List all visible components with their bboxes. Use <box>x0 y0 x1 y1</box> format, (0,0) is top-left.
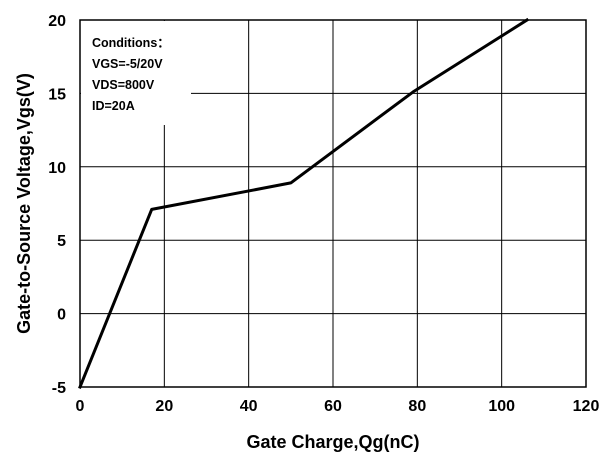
x-tick-label: 60 <box>324 398 342 415</box>
x-tick-label: 20 <box>155 398 173 415</box>
x-tick-label: 100 <box>488 398 515 415</box>
plot-border <box>79 19 587 388</box>
annotation-background <box>81 21 191 125</box>
y-axis-title: Gate-to-Source Voltage,Vgs(V) <box>14 73 34 334</box>
y-tick-label: -5 <box>52 380 66 397</box>
y-tick-label: 5 <box>57 233 66 250</box>
vgs-qg-curve <box>78 17 530 389</box>
series <box>78 17 530 389</box>
x-tick-labels: 0 20 40 60 80 100 120 <box>76 398 600 415</box>
conditions-annotation: Conditions： VGS=-5/20V VDS=800V ID=20A <box>81 21 191 125</box>
y-tick-label: 20 <box>48 13 66 30</box>
x-tick-label: 0 <box>76 398 85 415</box>
x-tick-label: 120 <box>573 398 600 415</box>
plot-frame <box>79 19 587 388</box>
y-tick-label: 15 <box>48 86 66 103</box>
x-tick-label: 80 <box>408 398 426 415</box>
annotation-line-2: VGS=-5/20V <box>92 57 163 71</box>
annotation-line-4: ID=20A <box>92 99 135 113</box>
x-tick-label: 40 <box>240 398 258 415</box>
y-tick-labels: -5 0 5 10 15 20 <box>48 13 66 397</box>
x-axis-title: Gate Charge,Qg(nC) <box>246 432 419 452</box>
annotation-line-1: Conditions： <box>92 36 170 50</box>
y-tick-label: 10 <box>48 160 66 177</box>
annotation-line-3: VDS=800V <box>92 78 155 92</box>
y-tick-label: 0 <box>57 307 66 324</box>
